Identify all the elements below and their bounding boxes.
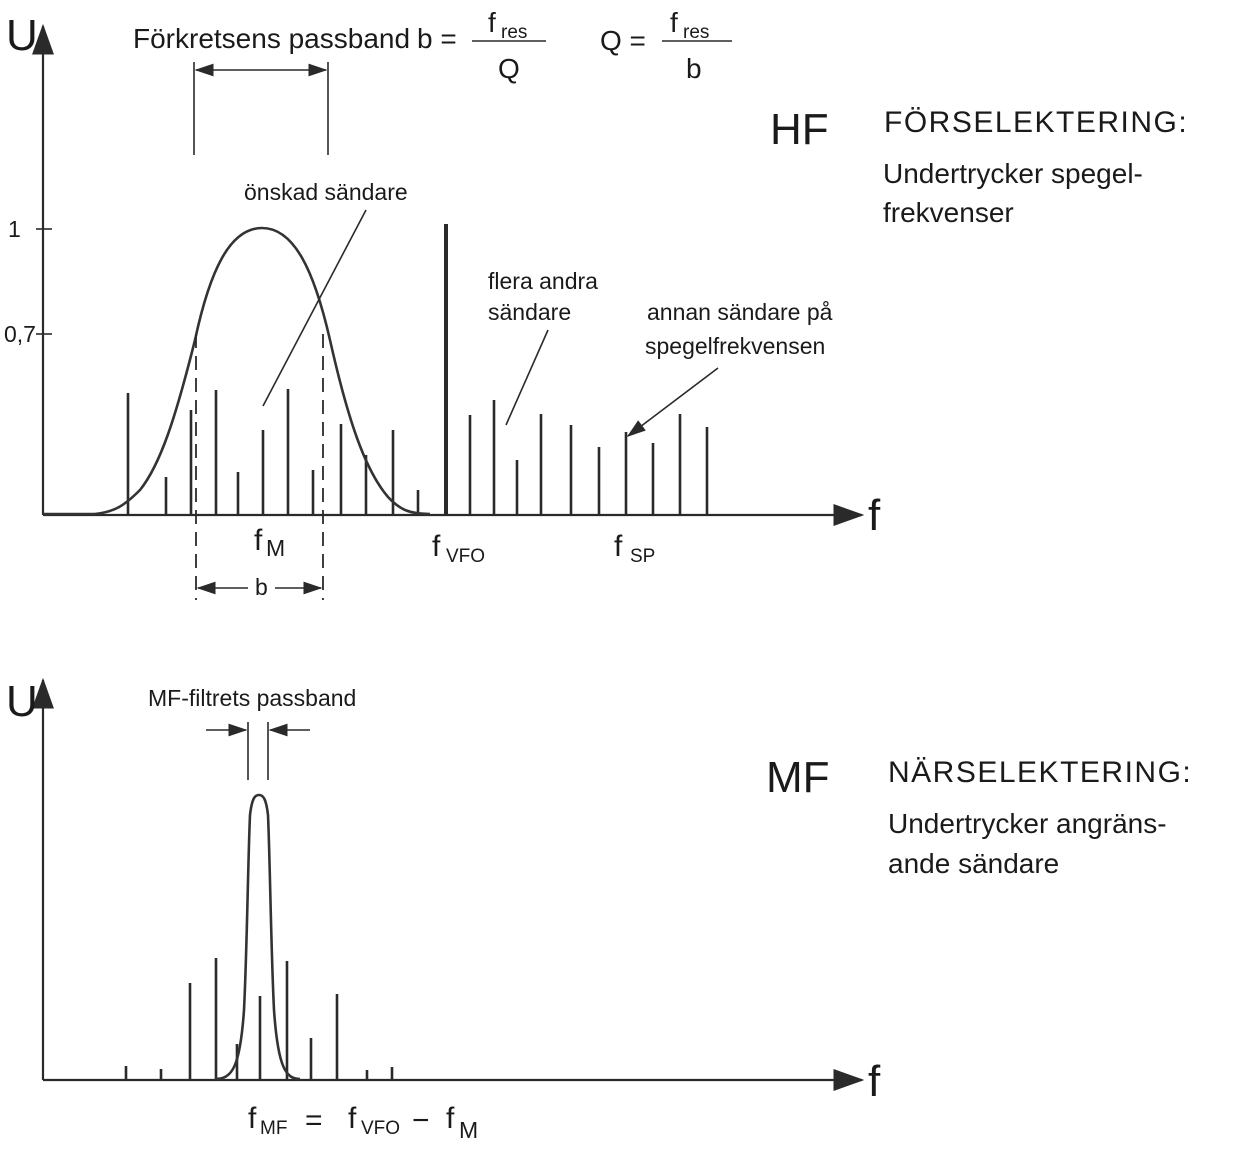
tick-1-label: 1	[8, 216, 21, 242]
mf-x-axis-label: f	[868, 1057, 881, 1106]
mf-panel: U f MF-filtrets passband f MF = f VFO	[6, 677, 1192, 1143]
mf-filter-curve	[214, 793, 301, 1081]
mf-passband-label: MF-filtrets passband	[148, 685, 356, 711]
formula-q-num: f	[670, 7, 678, 38]
hf-section-title: FÖRSELEKTERING:	[884, 106, 1188, 139]
formula-q-lhs: Q =	[600, 25, 646, 56]
tick-07-label: 0,7	[4, 321, 36, 347]
others-label-2: sändare	[488, 299, 571, 325]
svg-text:−: −	[412, 1104, 430, 1137]
mf-desc-2: ande sändare	[888, 848, 1059, 879]
formula-b-num-sub: res	[501, 22, 527, 43]
formula-b-den: Q	[498, 53, 520, 84]
hf-stations	[126, 224, 709, 515]
fSP-label: f SP	[614, 530, 655, 567]
svg-text:f: f	[248, 1102, 257, 1135]
formula-b-lhs: b =	[417, 23, 457, 54]
svg-text:f: f	[254, 524, 263, 557]
hf-y-axis-label: U	[6, 11, 38, 60]
desired-pointer	[262, 209, 367, 407]
fVFO-label: f VFO	[432, 530, 485, 567]
svg-text:f: f	[614, 530, 623, 563]
svg-text:f: f	[432, 530, 441, 563]
mf-stations	[124, 958, 394, 1080]
hf-x-axis-label: f	[868, 491, 881, 540]
others-label-1: flera andra	[488, 268, 598, 294]
hf-desc-1: Undertrycker spegel-	[883, 158, 1143, 189]
hf-panel: U f 1 0,7 Förkretsens passband b = f res…	[4, 7, 1188, 600]
svg-text:SP: SP	[630, 546, 655, 567]
hf-selectivity-curve	[43, 226, 431, 516]
mf-abbr: MF	[766, 753, 830, 802]
fM-label: f M	[254, 524, 285, 561]
image-pointer	[626, 367, 719, 437]
mf-section-title: NÄRSELEKTERING:	[888, 756, 1192, 789]
svg-text:M: M	[459, 1117, 478, 1143]
formula-b: b = f res Q	[417, 7, 546, 84]
formula-b-num: f	[488, 7, 496, 38]
formula-q-num-sub: res	[683, 22, 709, 43]
hf-b-label: b	[255, 574, 268, 600]
others-pointer	[505, 329, 549, 426]
svg-text:=: =	[305, 1104, 323, 1137]
svg-text:MF: MF	[260, 1118, 287, 1139]
svg-text:f: f	[348, 1102, 357, 1135]
hf-passband-label: Förkretsens passband	[133, 23, 410, 54]
mf-desc-1: Undertrycker angräns-	[888, 808, 1167, 839]
desired-station-label: önskad sändare	[244, 179, 408, 205]
hf-abbr: HF	[770, 105, 829, 154]
formula-q: Q = f res b	[600, 7, 732, 84]
hf-desc-2: frekvenser	[883, 197, 1014, 228]
svg-text:f: f	[446, 1102, 455, 1135]
formula-q-den: b	[686, 53, 702, 84]
svg-text:M: M	[266, 535, 285, 561]
mf-y-axis-label: U	[6, 677, 38, 726]
image-label-2: spegelfrekvensen	[645, 333, 825, 359]
svg-text:VFO: VFO	[361, 1118, 400, 1139]
image-label-1: annan sändare på	[647, 299, 833, 325]
mf-formula: f MF = f VFO − f M	[248, 1102, 478, 1143]
svg-text:VFO: VFO	[446, 546, 485, 567]
